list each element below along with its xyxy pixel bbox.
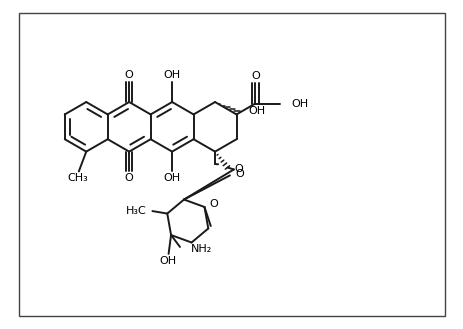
Text: OH: OH bbox=[248, 106, 265, 116]
Text: OH: OH bbox=[163, 70, 180, 80]
Text: OH: OH bbox=[163, 173, 180, 183]
Text: O: O bbox=[125, 70, 133, 80]
Text: O: O bbox=[233, 164, 242, 174]
Text: OH: OH bbox=[290, 98, 307, 109]
Text: O: O bbox=[125, 173, 133, 183]
Text: O: O bbox=[250, 71, 259, 81]
Text: CH₃: CH₃ bbox=[67, 173, 88, 183]
Text: OH: OH bbox=[159, 256, 176, 266]
Text: H₃C: H₃C bbox=[125, 206, 146, 216]
Text: NH₂: NH₂ bbox=[190, 244, 212, 254]
Text: O: O bbox=[235, 169, 244, 179]
Text: O: O bbox=[209, 199, 218, 209]
